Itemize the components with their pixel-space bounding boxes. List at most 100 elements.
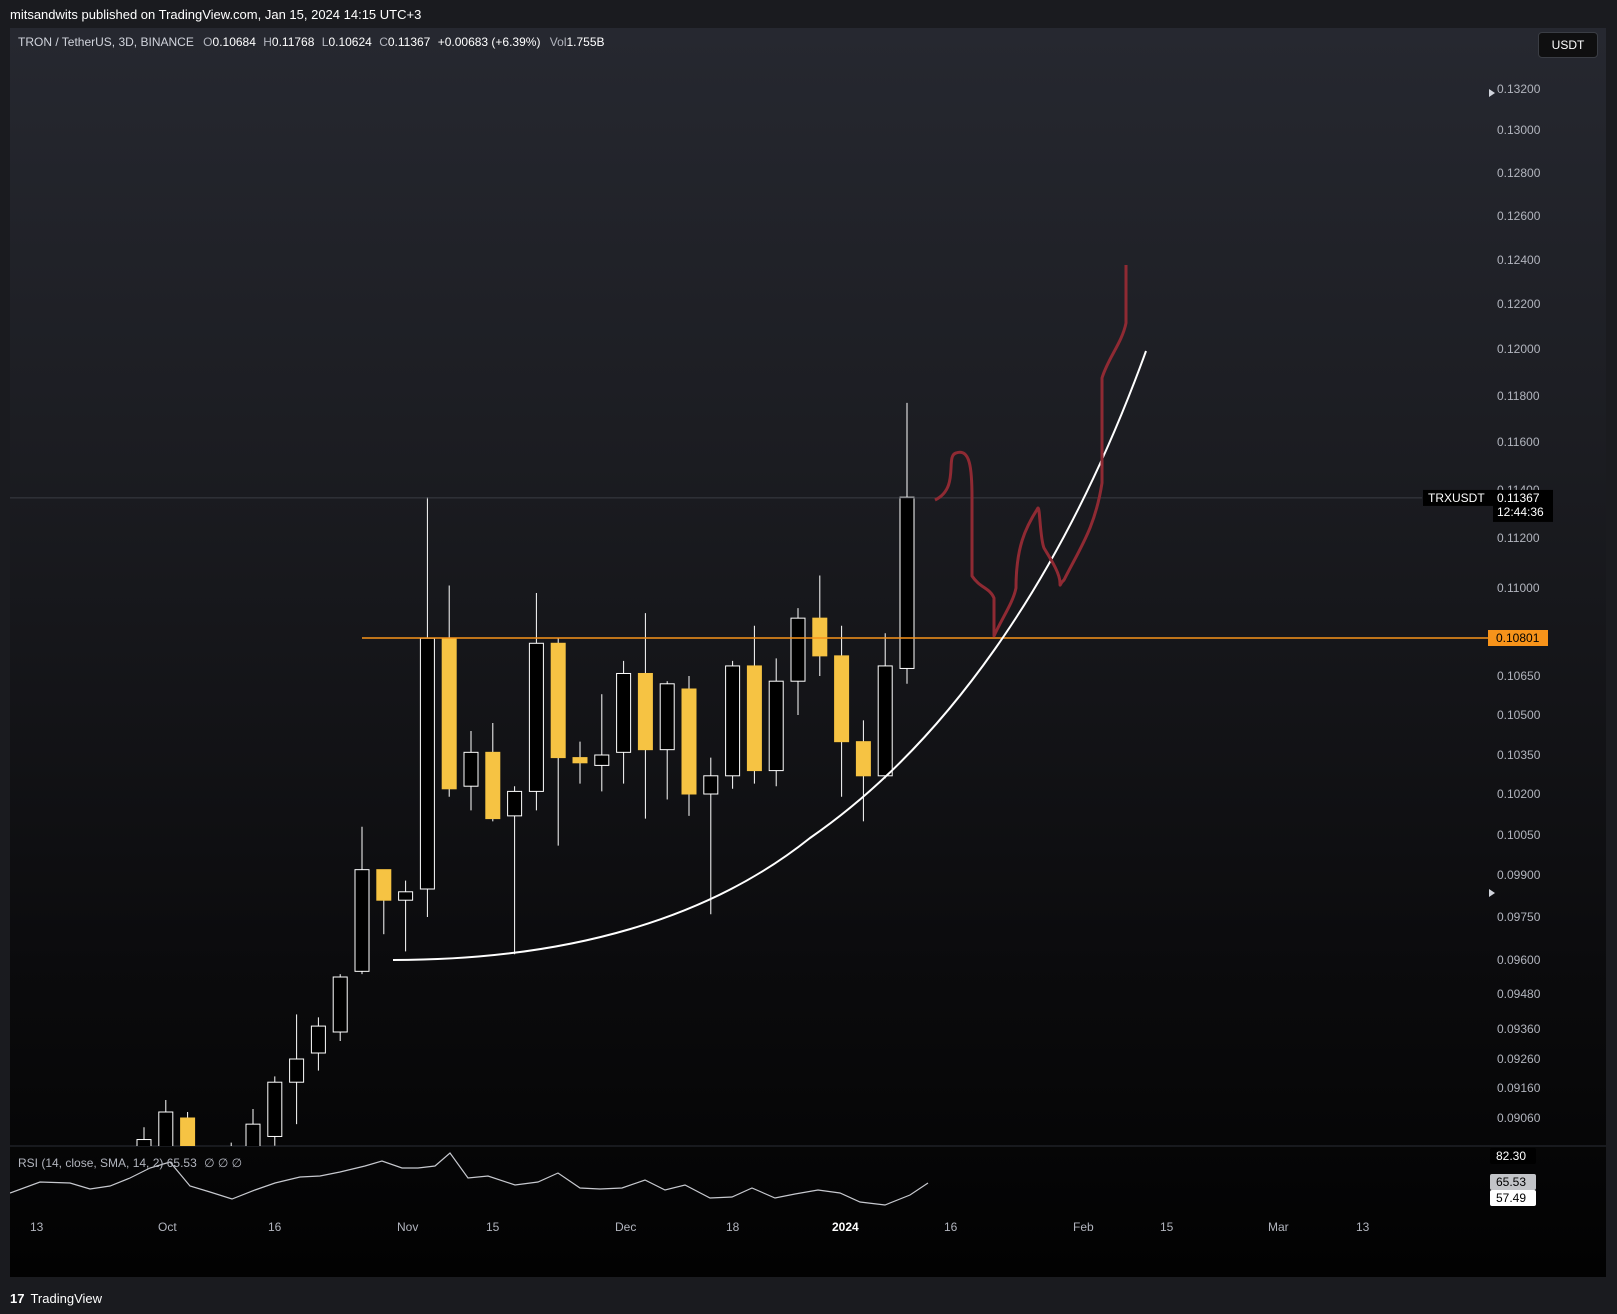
rsi-value-label: 57.49 [1496, 1191, 1526, 1205]
change-value: +0.00683 (+6.39%) [437, 35, 541, 49]
price-axis-label: 0.10350 [1497, 748, 1541, 762]
symbol-legend: TRON / TetherUS, 3D, BINANCE O0.10684 H0… [18, 35, 605, 49]
date-axis-label: 18 [726, 1220, 740, 1234]
bear-candle [834, 655, 850, 743]
price-axis-label: 0.11800 [1497, 389, 1540, 403]
projection-path-drawing [934, 265, 1128, 638]
rsi-line [10, 1152, 929, 1206]
date-axis-label: Oct [158, 1220, 177, 1234]
scroll-marker-icon [1489, 89, 1495, 97]
bear-candle [441, 637, 457, 790]
bear-candle [376, 869, 392, 901]
bear-candle [550, 642, 566, 759]
rsi-legend-extra: ∅ ∅ ∅ [204, 1156, 243, 1170]
price-axis-label: 0.09260 [1497, 1052, 1541, 1066]
rsi-legend-value: 65.53 [166, 1156, 197, 1170]
bull-candle [507, 790, 523, 817]
bull-candle [899, 496, 915, 669]
close-value: 0.11367 [387, 35, 431, 49]
rsi-value-tag [1490, 1190, 1536, 1206]
price-axis-label: 0.10050 [1497, 828, 1541, 842]
high-label: H [263, 35, 272, 49]
price-axis-label: 0.11200 [1497, 531, 1540, 545]
volume-value: 1.755B [566, 35, 605, 49]
rsi-legend-text: RSI (14, close, SMA, 14, 2) [18, 1156, 164, 1170]
rsi-legend: RSI (14, close, SMA, 14, 2) 65.53 ∅ ∅ ∅ [18, 1156, 242, 1170]
bull-candle [136, 1139, 152, 1146]
price-axis-label: 0.11000 [1497, 581, 1540, 595]
date-axis-label: Nov [397, 1220, 418, 1234]
price-axis-label: 0.12800 [1497, 166, 1541, 180]
price-axis-label: 0.09750 [1497, 910, 1541, 924]
open-value: 0.10684 [212, 35, 256, 49]
bear-candle [855, 741, 871, 777]
open-label: O [203, 35, 213, 49]
low-label: L [321, 35, 329, 49]
price-axis-label: 0.13200 [1497, 82, 1541, 96]
price-chart[interactable]: 0.13200 0.13000 0.12800 0.12600 0.12400 0.122… [10, 28, 1606, 1277]
price-axis-label: 0.12000 [1497, 342, 1541, 356]
price-axis-label: 0.12600 [1497, 209, 1541, 223]
tradingview-logo-icon: 17 [10, 1291, 25, 1306]
price-axis-label: 0.11600 [1497, 435, 1540, 449]
bull-candle [267, 1081, 283, 1137]
date-axis-label: 16 [944, 1220, 958, 1234]
high-value: 0.11768 [271, 35, 315, 49]
price-axis-label: 0.09360 [1497, 1022, 1541, 1036]
bull-candle [245, 1123, 261, 1146]
price-axis-label: 0.10500 [1497, 708, 1541, 722]
current-price-label: 0.11367 [1497, 491, 1540, 505]
date-axis-label: 13 [30, 1220, 44, 1234]
volume-label: Vol [549, 35, 567, 49]
bear-candle [746, 665, 762, 772]
chart-frame[interactable]: TRON / TetherUS, 3D, BINANCE O0.10684 H0… [10, 28, 1606, 1277]
bull-candle [790, 617, 806, 682]
level-price-tag [1488, 630, 1548, 646]
bull-candle [725, 665, 741, 777]
price-axis-label: 0.10200 [1497, 787, 1541, 801]
bull-candle [332, 976, 348, 1033]
price-axis-label: 0.09900 [1497, 868, 1541, 882]
bull-candle [594, 754, 610, 766]
parabolic-curve-drawing [392, 350, 1147, 961]
price-axis-label: 0.10650 [1497, 669, 1541, 683]
bull-candle [158, 1111, 174, 1146]
date-axis-label: 13 [1356, 1220, 1370, 1234]
bull-candle [659, 683, 675, 751]
candles-group [136, 402, 915, 1146]
bull-candle [703, 775, 719, 795]
current-price-tag [1493, 489, 1553, 522]
price-axis-label: 0.12400 [1497, 253, 1541, 267]
bull-candle [289, 1058, 305, 1083]
publish-text: mitsandwits published on TradingView.com… [10, 7, 422, 22]
close-label: C [379, 35, 388, 49]
bear-candle [485, 751, 501, 820]
bear-candle [637, 672, 653, 751]
bear-candle [572, 757, 588, 764]
date-axis-label: 15 [486, 1220, 500, 1234]
symbol-tag-bg [1423, 489, 1493, 506]
rsi-value-label: 82.30 [1496, 1149, 1526, 1163]
date-axis-label: Mar [1268, 1220, 1289, 1234]
bull-candle [310, 1025, 326, 1054]
price-axis-label: 0.09480 [1497, 987, 1541, 1001]
bear-candle [681, 688, 697, 795]
bull-candle [768, 680, 784, 772]
scroll-marker-icon [1489, 889, 1495, 897]
date-axis-label: 16 [268, 1220, 282, 1234]
bull-candle [354, 869, 370, 972]
tradingview-footer[interactable]: 17 TradingView [10, 1291, 102, 1306]
price-axis-label: 0.09160 [1497, 1081, 1541, 1095]
price-axis-label: 0.09600 [1497, 953, 1541, 967]
price-axis-label: 0.13000 [1497, 123, 1541, 137]
symbol-name[interactable]: TRON / TetherUS, 3D, BINANCE [18, 35, 194, 49]
price-axis-label: 0.12200 [1497, 297, 1541, 311]
price-axis-label: 0.09060 [1497, 1111, 1541, 1125]
bull-candle [398, 891, 414, 901]
rsi-value-tag [1490, 1174, 1536, 1190]
bull-candle [463, 751, 479, 787]
bear-candle [812, 617, 828, 657]
currency-button[interactable]: USDT [1538, 32, 1598, 58]
date-axis-label: Feb [1073, 1220, 1094, 1234]
publish-header: mitsandwits published on TradingView.com… [0, 0, 1617, 28]
